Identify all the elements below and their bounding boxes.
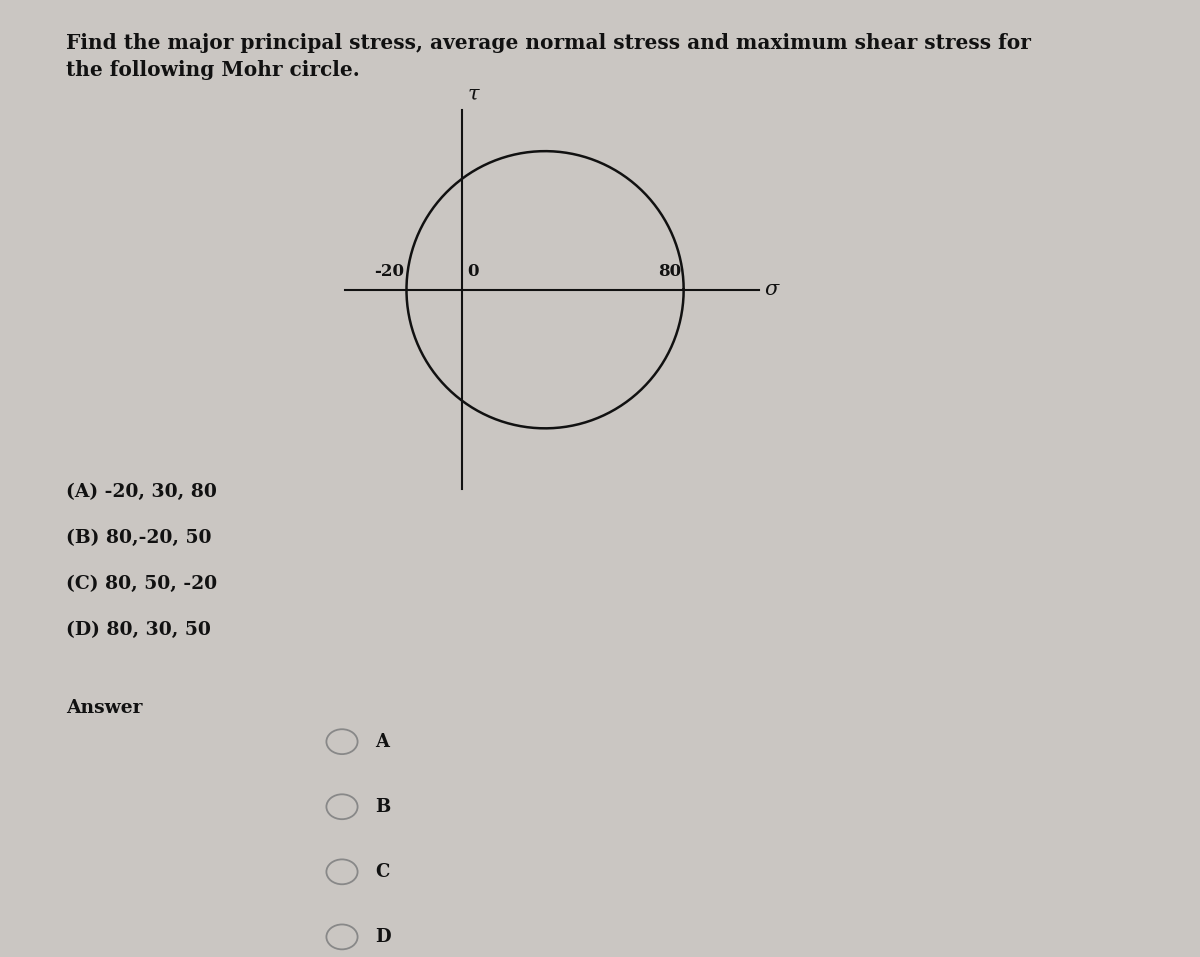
Text: (B) 80,-20, 50: (B) 80,-20, 50 [66,529,211,547]
Text: 0: 0 [468,263,479,280]
Text: σ: σ [764,280,779,300]
Text: 80: 80 [658,263,680,280]
Text: C: C [376,863,390,880]
Text: τ: τ [468,85,479,104]
Text: B: B [376,798,391,815]
Text: (C) 80, 50, -20: (C) 80, 50, -20 [66,575,217,593]
Text: (D) 80, 30, 50: (D) 80, 30, 50 [66,621,211,639]
Text: A: A [376,733,390,750]
Text: -20: -20 [373,263,403,280]
Text: D: D [376,928,391,946]
Text: (A) -20, 30, 80: (A) -20, 30, 80 [66,483,217,501]
Text: Find the major principal stress, average normal stress and maximum shear stress : Find the major principal stress, average… [66,33,1031,79]
Text: Answer: Answer [66,699,143,717]
